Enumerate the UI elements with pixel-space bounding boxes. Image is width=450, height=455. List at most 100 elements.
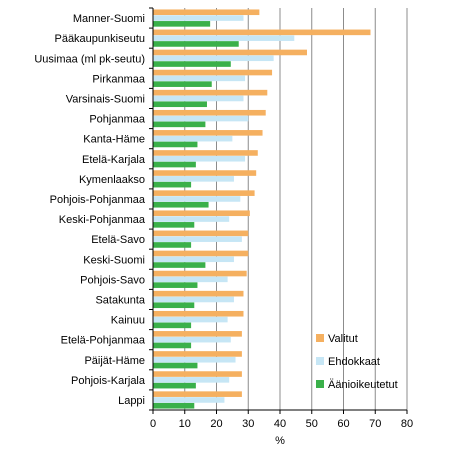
bar bbox=[153, 161, 196, 168]
bar bbox=[153, 402, 195, 409]
category-label: Lappi bbox=[118, 395, 145, 407]
bar bbox=[153, 342, 192, 349]
bar bbox=[153, 69, 273, 76]
category-label: Pirkanmaa bbox=[92, 73, 145, 85]
category-labels: Manner-Suomi Pääkaupunkiseutu Uusimaa (ml … bbox=[34, 13, 146, 407]
bar bbox=[153, 55, 274, 62]
legend-swatch bbox=[316, 357, 324, 365]
category-label: Kymenlaakso bbox=[79, 174, 145, 186]
bar bbox=[153, 35, 295, 41]
bar bbox=[153, 109, 266, 116]
x-tick-label: 20 bbox=[210, 418, 222, 430]
legend-swatch bbox=[316, 334, 324, 342]
bar bbox=[153, 150, 258, 156]
bar bbox=[153, 201, 209, 208]
bar bbox=[153, 216, 230, 222]
bar bbox=[153, 75, 246, 82]
category-label: Pohjois-Karjala bbox=[71, 375, 146, 387]
bar bbox=[153, 356, 236, 363]
bar bbox=[153, 250, 249, 257]
bar bbox=[153, 362, 198, 369]
tick-labels: 0 10 20 30 40 50 60 70 80 bbox=[150, 418, 413, 430]
bar bbox=[153, 331, 242, 337]
bar bbox=[153, 382, 196, 389]
bar bbox=[153, 21, 211, 27]
legend-label: Valitut bbox=[328, 333, 358, 345]
bar bbox=[153, 9, 260, 16]
bar bbox=[153, 155, 246, 162]
bar bbox=[153, 135, 233, 142]
x-tick-label: 0 bbox=[150, 418, 156, 430]
bar bbox=[153, 371, 242, 377]
bar bbox=[153, 296, 234, 303]
legend-swatch bbox=[316, 380, 324, 388]
category-label: Pohjois-Savo bbox=[80, 274, 145, 286]
bar bbox=[153, 210, 250, 217]
bar bbox=[153, 29, 371, 36]
bar bbox=[153, 351, 242, 357]
legend-label: Ehdokkaat bbox=[328, 356, 380, 368]
x-tick-label: 60 bbox=[337, 418, 349, 430]
legend-label: Äänioikeutetut bbox=[328, 379, 398, 391]
bar bbox=[153, 302, 195, 309]
bar bbox=[153, 276, 228, 283]
bar bbox=[153, 270, 247, 277]
category-label: Varsinais-Suomi bbox=[66, 93, 145, 105]
category-label: Päijät-Häme bbox=[84, 355, 145, 367]
category-label: Pohjanmaa bbox=[89, 114, 146, 126]
bar bbox=[153, 61, 231, 67]
bar bbox=[153, 316, 228, 323]
bar bbox=[153, 176, 234, 182]
x-tick-label: 30 bbox=[242, 418, 254, 430]
category-label: Etelä-Pohjanmaa bbox=[61, 335, 146, 347]
bar bbox=[153, 282, 198, 288]
x-tick-label: 50 bbox=[306, 418, 318, 430]
bar bbox=[153, 95, 244, 102]
bar bbox=[153, 41, 239, 47]
x-tick-label: 10 bbox=[179, 418, 191, 430]
bar bbox=[153, 196, 241, 202]
bar bbox=[153, 377, 230, 383]
bar bbox=[153, 49, 307, 56]
bar bbox=[153, 222, 195, 228]
x-tick-label: 40 bbox=[274, 418, 286, 430]
bar bbox=[153, 322, 192, 329]
bar bbox=[153, 101, 207, 108]
bar bbox=[153, 181, 192, 188]
bar bbox=[153, 15, 244, 21]
axes bbox=[149, 7, 408, 414]
bar bbox=[153, 89, 268, 96]
bar bbox=[153, 170, 257, 176]
category-label: Kainuu bbox=[111, 315, 145, 327]
bar bbox=[153, 190, 255, 196]
category-label: Manner-Suomi bbox=[73, 13, 145, 25]
bar bbox=[153, 141, 198, 148]
bar bbox=[153, 256, 234, 263]
bar bbox=[153, 121, 206, 128]
category-label: Keski-Pohjanmaa bbox=[59, 214, 146, 226]
legend: Valitut Ehdokkaat Äänioikeutetut bbox=[316, 333, 398, 391]
category-label: Pääkaupunkiseutu bbox=[54, 33, 145, 45]
bar bbox=[153, 290, 244, 297]
x-tick-label: 70 bbox=[369, 418, 381, 430]
bar bbox=[153, 336, 231, 343]
category-label: Pohjois-Pohjanmaa bbox=[50, 194, 146, 206]
x-tick-label: 80 bbox=[401, 418, 413, 430]
category-label: Etelä-Karjala bbox=[82, 154, 146, 166]
bar bbox=[153, 115, 249, 122]
bar bbox=[153, 236, 242, 242]
bar bbox=[153, 230, 249, 237]
bar bbox=[153, 130, 263, 136]
category-label: Kanta-Häme bbox=[83, 134, 145, 146]
bar bbox=[153, 391, 242, 397]
bar bbox=[153, 397, 225, 403]
category-label: Satakunta bbox=[95, 294, 145, 306]
x-axis-title: % bbox=[275, 435, 285, 447]
bar bbox=[153, 310, 244, 317]
bar bbox=[153, 81, 212, 87]
category-label: Etelä-Savo bbox=[91, 234, 145, 246]
category-label: Uusimaa (ml pk-seutu) bbox=[34, 53, 145, 65]
category-label: Keski-Suomi bbox=[83, 254, 145, 266]
bar bbox=[153, 242, 192, 248]
